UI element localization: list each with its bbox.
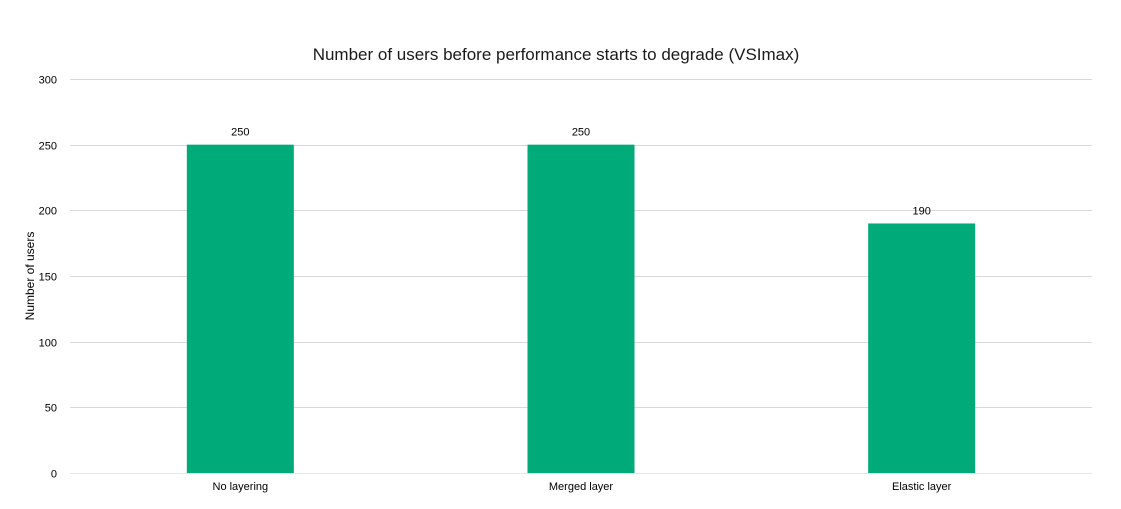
y-tick-label: 150: [39, 272, 57, 284]
data-label: 250: [572, 127, 590, 139]
x-tick-label: Elastic layer: [892, 481, 952, 493]
y-axis-label: Number of users: [23, 232, 37, 321]
bars: [186, 144, 976, 473]
y-tick-label: 50: [45, 403, 57, 415]
bar: [186, 144, 294, 473]
x-tick-label: No layering: [213, 481, 269, 493]
y-tick-label: 100: [39, 338, 57, 350]
data-label: 190: [912, 205, 930, 217]
y-tick-label: 0: [51, 469, 57, 481]
bar: [527, 144, 635, 473]
labels: 0 50 100 150 200 250 300 250 No layering 250 Merge…: [39, 75, 952, 494]
y-tick-label: 300: [39, 75, 57, 87]
y-tick-label: 200: [39, 206, 57, 218]
chart-title: Number of users before performance start…: [313, 45, 800, 64]
x-tick-label: Merged layer: [549, 481, 614, 493]
y-tick-label: 250: [39, 141, 57, 153]
bar: [868, 223, 976, 473]
data-label: 250: [231, 127, 249, 139]
